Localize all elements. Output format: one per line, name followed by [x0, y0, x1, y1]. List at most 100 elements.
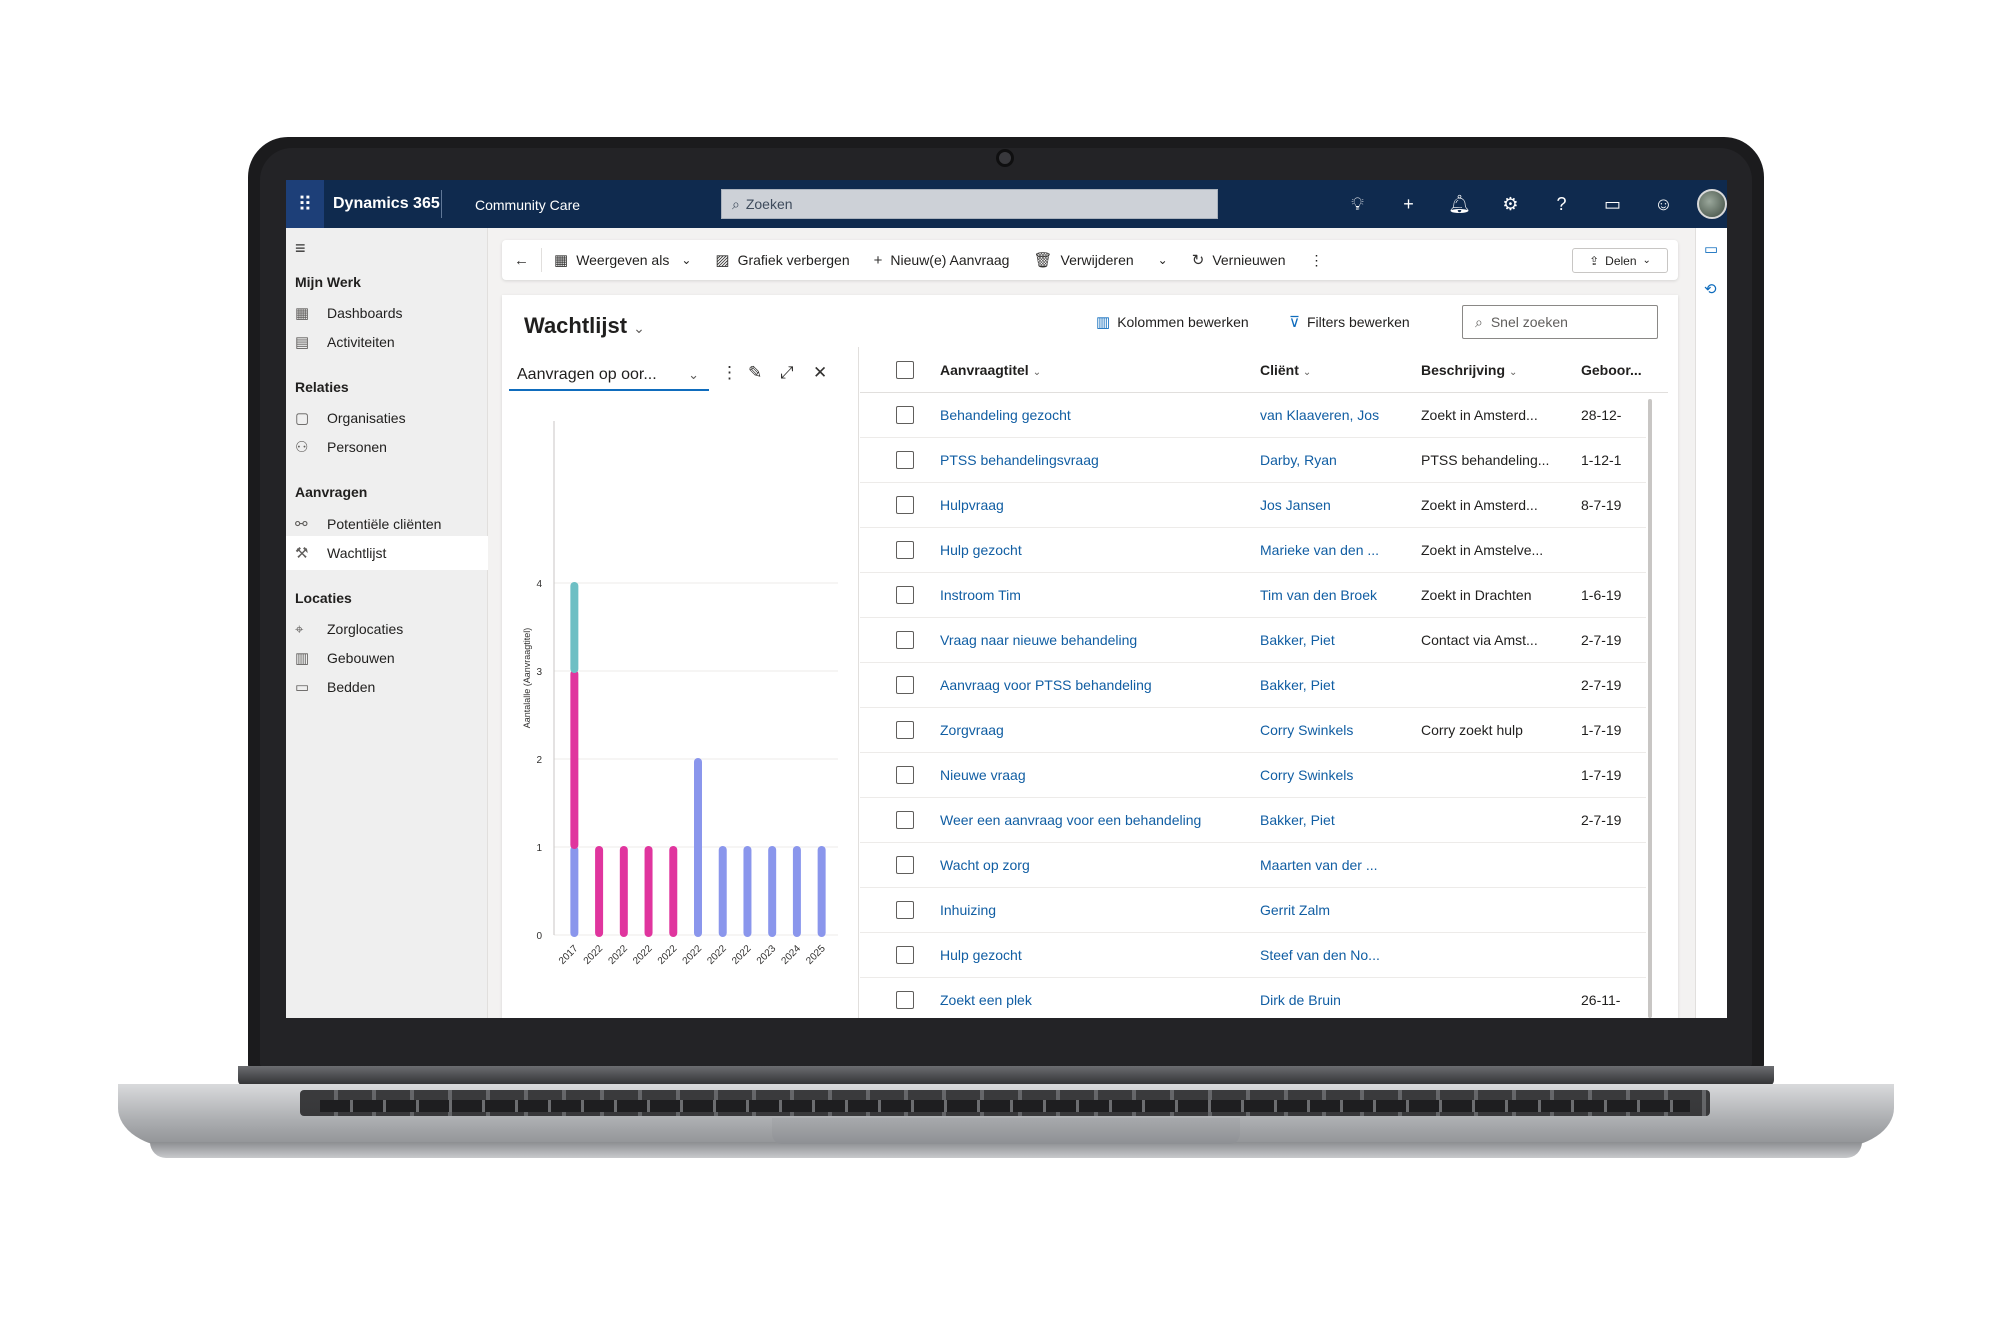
cell-aanvraagtitel[interactable]: Nieuwe vraag	[940, 767, 1026, 783]
grid-scrollbar[interactable]	[1648, 399, 1652, 1018]
view-selector[interactable]: Wachtlijst ⌄	[524, 313, 645, 339]
row-checkbox[interactable]	[896, 721, 914, 739]
more-commands-dropdown[interactable]: ⌄	[1146, 240, 1180, 280]
overflow-menu-button[interactable]: ⋮	[1297, 240, 1335, 280]
pin-icon[interactable]: ✎	[748, 363, 763, 382]
row-checkbox[interactable]	[896, 451, 914, 469]
table-row[interactable]: Instroom Tim Tim van den Broek Zoekt in Dr…	[860, 573, 1646, 618]
plus-icon[interactable]: +	[1403, 193, 1414, 214]
column-header-aanvraagtitel[interactable]: Aanvraagtitel ⌄	[940, 362, 1041, 378]
edit-filters-button[interactable]: ⊽ Filters bewerken	[1289, 313, 1410, 331]
cell-client[interactable]: Bakker, Piet	[1260, 677, 1335, 693]
smiley-icon[interactable]: ☺	[1654, 193, 1673, 214]
sidebar-item-activiteiten[interactable]: ▤ Activiteiten	[286, 325, 488, 359]
table-row[interactable]: Vraag naar nieuwe behandeling Bakker, Pie…	[860, 618, 1646, 663]
table-row[interactable]: Zorgvraag Corry Swinkels Corry zoekt hulp 1…	[860, 708, 1646, 753]
row-checkbox[interactable]	[896, 946, 914, 964]
row-checkbox[interactable]	[896, 856, 914, 874]
cell-client[interactable]: Dirk de Bruin	[1260, 992, 1341, 1008]
cell-client[interactable]: Bakker, Piet	[1260, 812, 1335, 828]
sidebar-item-dashboards[interactable]: ▦ Dashboards	[286, 296, 488, 330]
cell-aanvraagtitel[interactable]: Hulpvraag	[940, 497, 1004, 513]
delete-button[interactable]: 🗑︎ Verwijderen	[1021, 240, 1145, 280]
cell-client[interactable]: Tim van den Broek	[1260, 587, 1377, 603]
table-row[interactable]: Aanvraag voor PTSS behandeling Bakker, Pi…	[860, 663, 1646, 708]
chat-icon[interactable]: ▭	[1704, 241, 1719, 258]
cell-client[interactable]: Bakker, Piet	[1260, 632, 1335, 648]
share-button[interactable]: ⇪ Delen ⌄	[1572, 248, 1668, 273]
row-checkbox[interactable]	[896, 631, 914, 649]
gear-icon[interactable]: ⚙	[1502, 193, 1519, 214]
cell-aanvraagtitel[interactable]: Aanvraag voor PTSS behandeling	[940, 677, 1152, 693]
table-row[interactable]: Behandeling gezocht van Klaaveren, Jos Zoe…	[860, 393, 1646, 438]
cell-aanvraagtitel[interactable]: Hulp gezocht	[940, 542, 1022, 558]
new-request-button[interactable]: + Nieuw(e) Aanvraag	[862, 240, 1022, 280]
cell-client[interactable]: Steef van den No...	[1260, 947, 1380, 963]
cell-client[interactable]: Darby, Ryan	[1260, 452, 1337, 468]
chat-icon[interactable]: ▭	[1603, 193, 1621, 214]
table-row[interactable]: Hulpvraag Jos Jansen Zoekt in Amsterd... 8-…	[860, 483, 1646, 528]
brand-title[interactable]: Dynamics 365	[333, 195, 440, 212]
column-header-client[interactable]: Cliënt ⌄	[1260, 362, 1311, 378]
cell-aanvraagtitel[interactable]: Wacht op zorg	[940, 857, 1030, 873]
cell-aanvraagtitel[interactable]: Vraag naar nieuwe behandeling	[940, 632, 1138, 648]
sidebar-item-personen[interactable]: ⚇ Personen	[286, 430, 488, 464]
cell-aanvraagtitel[interactable]: Weer een aanvraag voor een behandeling	[940, 812, 1202, 828]
sidebar-item-bedden[interactable]: ▭ Bedden	[286, 670, 488, 704]
back-button[interactable]: ←	[502, 240, 541, 280]
close-icon[interactable]: ✕	[813, 363, 828, 382]
more-vertical-icon[interactable]: ⋮	[721, 363, 738, 382]
table-row[interactable]: Nieuwe vraag Corry Swinkels 1-7-19	[860, 753, 1646, 798]
hide-chart-button[interactable]: ▨ Grafiek verbergen	[703, 240, 861, 280]
edit-columns-button[interactable]: ▥ Kolommen bewerken	[1096, 313, 1249, 331]
cell-aanvraagtitel[interactable]: Instroom Tim	[940, 587, 1021, 603]
cell-aanvraagtitel[interactable]: Inhuizing	[940, 902, 997, 918]
select-all-checkbox[interactable]	[896, 361, 914, 379]
table-row[interactable]: Zoekt een plek Dirk de Bruin 26-11-	[860, 978, 1646, 1018]
sidebar-item-gebouwen[interactable]: ▥ Gebouwen	[286, 641, 488, 675]
row-checkbox[interactable]	[896, 496, 914, 514]
cell-aanvraagtitel[interactable]: Hulp gezocht	[940, 947, 1022, 963]
cell-client[interactable]: Maarten van der ...	[1260, 857, 1378, 873]
column-header-geboortedatum[interactable]: Geboor...	[1581, 362, 1642, 378]
refresh-button[interactable]: ↻ Vernieuwen	[1180, 240, 1298, 280]
cell-aanvraagtitel[interactable]: PTSS behandelingsvraag	[940, 452, 1099, 468]
chart-selector[interactable]: Aanvragen op oor... ⌄	[509, 363, 709, 391]
row-checkbox[interactable]	[896, 901, 914, 919]
global-search-input[interactable]: ⌕ Zoeken	[721, 189, 1218, 219]
sidebar-item-potentiele-clienten[interactable]: ⚯ Potentiële cliënten	[286, 507, 488, 541]
bell-icon[interactable]: 🔔︎	[1448, 193, 1471, 214]
row-checkbox[interactable]	[896, 406, 914, 424]
row-checkbox[interactable]	[896, 991, 914, 1009]
cell-client[interactable]: Gerrit Zalm	[1260, 902, 1330, 918]
row-checkbox[interactable]	[896, 766, 914, 784]
table-row[interactable]: PTSS behandelingsvraag Darby, Ryan PTSS be…	[860, 438, 1646, 483]
table-row[interactable]: Hulp gezocht Marieke van den ... Zoekt in …	[860, 528, 1646, 573]
table-row[interactable]: Wacht op zorg Maarten van der ...	[860, 843, 1646, 888]
app-name[interactable]: Community Care	[475, 197, 581, 213]
sidebar-item-zorglocaties[interactable]: ⌖ Zorglocaties	[286, 612, 488, 646]
help-icon[interactable]: ?	[1556, 193, 1567, 214]
column-header-beschrijving[interactable]: Beschrijving ⌄	[1421, 362, 1517, 378]
cell-client[interactable]: Corry Swinkels	[1260, 767, 1354, 783]
table-row[interactable]: Inhuizing Gerrit Zalm	[860, 888, 1646, 933]
sidebar-item-organisaties[interactable]: ▢ Organisaties	[286, 401, 488, 435]
row-checkbox[interactable]	[896, 541, 914, 559]
cell-aanvraagtitel[interactable]: Behandeling gezocht	[940, 407, 1071, 423]
cell-aanvraagtitel[interactable]: Zoekt een plek	[940, 992, 1032, 1008]
table-row[interactable]: Weer een aanvraag voor een behandeling Ba…	[860, 798, 1646, 843]
view-as-button[interactable]: ▦ Weergeven als ⌄	[542, 240, 703, 280]
row-checkbox[interactable]	[896, 811, 914, 829]
quick-search-input[interactable]: ⌕ Snel zoeken	[1462, 305, 1658, 339]
cell-client[interactable]: Corry Swinkels	[1260, 722, 1354, 738]
cell-aanvraagtitel[interactable]: Zorgvraag	[940, 722, 1004, 738]
row-checkbox[interactable]	[896, 586, 914, 604]
cell-client[interactable]: Marieke van den ...	[1260, 542, 1380, 558]
row-checkbox[interactable]	[896, 676, 914, 694]
expand-icon[interactable]: ⤢	[780, 363, 794, 382]
copilot-icon[interactable]: ⟲	[1704, 281, 1717, 298]
cell-client[interactable]: Jos Jansen	[1260, 497, 1331, 513]
lightbulb-icon[interactable]: 💡︎	[1351, 193, 1364, 214]
hamburger-icon[interactable]: ≡	[295, 238, 306, 258]
app-launcher-icon[interactable]: ⠿	[286, 180, 324, 228]
